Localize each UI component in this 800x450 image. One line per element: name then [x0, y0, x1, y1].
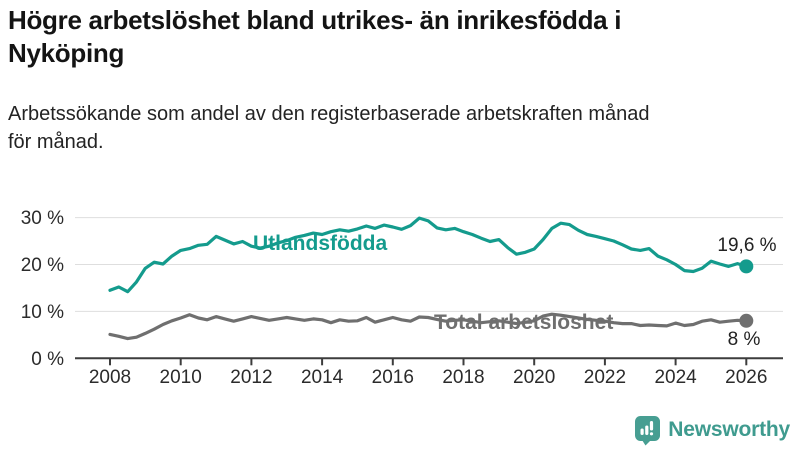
x-tick-label: 2014 — [301, 367, 344, 388]
newsworthy-logo-icon — [635, 415, 661, 445]
y-tick-label: 20 % — [21, 255, 64, 276]
series-label-total-arbetsloshet: Total arbetslöshet — [434, 311, 613, 334]
x-tick-label: 2024 — [654, 367, 697, 388]
y-tick-label: 0 % — [31, 349, 64, 370]
x-tick-label: 2008 — [89, 367, 131, 388]
page-title: Högre arbetslöshet bland utrikes- än inr… — [8, 5, 622, 68]
line-utlandsfodda — [108, 216, 748, 294]
newsworthy-logo-text: Newsworthy — [668, 418, 790, 441]
end-value-annotation-utlandsfodda: 19,6 % — [717, 235, 776, 256]
x-tick-label: 2010 — [160, 367, 202, 388]
x-tick-label: 2012 — [230, 367, 272, 388]
newsworthy-logo: Newsworthy — [634, 414, 790, 446]
line-total-arbetsloshet — [108, 312, 748, 341]
end-value-annotation-total-arbetsloshet: 8 % — [728, 329, 761, 350]
x-tick-label: 2018 — [442, 367, 484, 388]
page-subtitle: Arbetssökande som andel av den registerb… — [8, 103, 650, 153]
series-label-utlandsfodda: Utlandsfödda — [253, 232, 387, 255]
end-dot-utlandsfodda — [739, 259, 754, 274]
end-dot-total-arbetsloshet — [739, 313, 754, 328]
y-tick-label: 10 % — [21, 302, 64, 323]
chart-canvas: 0 % 10 % 20 % 30 % 2008 2010 2012 2014 2016 2018 2… — [21, 208, 783, 388]
x-tick-label: 2020 — [513, 367, 555, 388]
x-tick-label: 2022 — [584, 367, 626, 388]
unemployment-line-chart: 0 % 10 % 20 % 30 % 2008 2010 2012 2014 2016 2018 2… — [0, 192, 800, 404]
y-tick-label: 30 % — [21, 208, 64, 229]
x-tick-label: 2016 — [372, 367, 414, 388]
x-tick-label: 2026 — [725, 367, 767, 388]
